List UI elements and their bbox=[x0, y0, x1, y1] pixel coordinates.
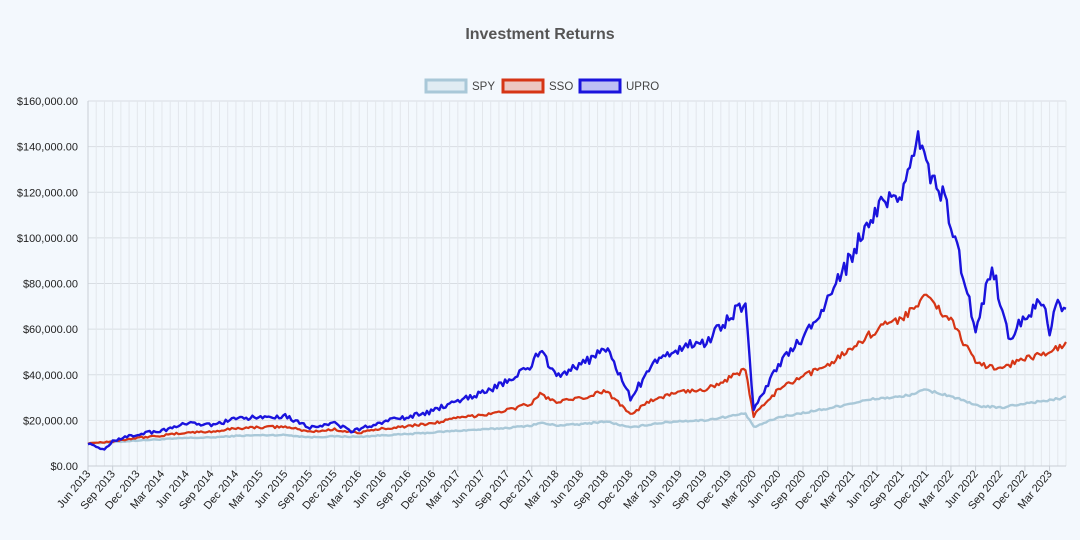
legend: SPY SSO UPRO bbox=[424, 78, 659, 94]
legend-label: SPY bbox=[472, 81, 495, 93]
series-line-upro bbox=[87, 130, 1067, 451]
y-tick-label: $140,000.00 bbox=[17, 142, 78, 154]
y-tick-label: $0.00 bbox=[50, 461, 78, 473]
series-layer bbox=[87, 130, 1067, 451]
legend-label: SSO bbox=[549, 81, 573, 93]
y-tick-label: $60,000.00 bbox=[23, 324, 78, 336]
y-tick-label: $20,000.00 bbox=[23, 415, 78, 427]
series-line-sso bbox=[87, 293, 1067, 445]
legend-swatch bbox=[501, 78, 545, 94]
legend-item-upro[interactable]: UPRO bbox=[578, 78, 659, 94]
legend-swatch bbox=[424, 78, 468, 94]
legend-swatch bbox=[578, 78, 622, 94]
chart-title: Investment Returns bbox=[465, 26, 614, 43]
y-tick-label: $120,000.00 bbox=[17, 187, 78, 199]
legend-item-sso[interactable]: SSO bbox=[501, 78, 573, 94]
legend-label: UPRO bbox=[626, 81, 659, 93]
y-tick-label: $100,000.00 bbox=[17, 233, 78, 245]
legend-item-spy[interactable]: SPY bbox=[424, 78, 495, 94]
series-line-spy bbox=[87, 388, 1067, 445]
y-tick-label: $80,000.00 bbox=[23, 279, 78, 291]
y-tick-label: $40,000.00 bbox=[23, 370, 78, 382]
y-tick-label: $160,000.00 bbox=[17, 96, 78, 108]
y-axis: $0.00 $20,000.00 $40,000.00 $60,000.00 $80,0… bbox=[17, 96, 89, 473]
grid bbox=[87, 100, 1067, 467]
